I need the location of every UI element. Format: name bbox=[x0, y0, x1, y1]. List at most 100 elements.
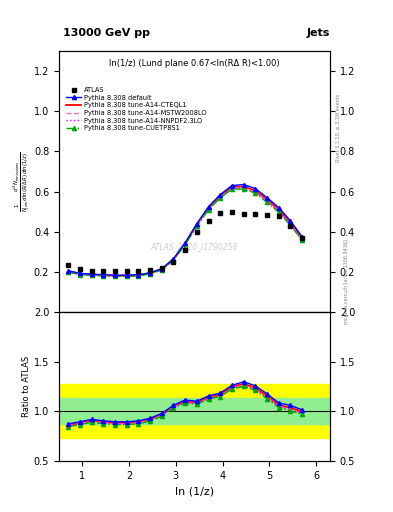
Pythia 8.308 default bbox=[206, 203, 211, 209]
Pythia 8.308 default bbox=[276, 204, 281, 210]
Pythia 8.308 tune-A14-CTEQL1 bbox=[218, 193, 222, 199]
ATLAS bbox=[171, 259, 176, 265]
Pythia 8.308 tune-A14-NNPDF2.3LO bbox=[113, 273, 118, 279]
ATLAS bbox=[288, 223, 293, 229]
Pythia 8.308 tune-A14-NNPDF2.3LO bbox=[125, 273, 129, 279]
Pythia 8.308 default bbox=[101, 272, 106, 278]
Pythia 8.308 default bbox=[148, 270, 152, 276]
Pythia 8.308 tune-A14-CTEQL1 bbox=[101, 272, 106, 278]
Pythia 8.308 default bbox=[241, 181, 246, 187]
Pythia 8.308 tune-A14-MSTW2008LO bbox=[171, 257, 176, 263]
Pythia 8.308 tune-A14-NNPDF2.3LO bbox=[206, 206, 211, 212]
ATLAS bbox=[264, 211, 269, 218]
ATLAS bbox=[183, 247, 187, 253]
Pythia 8.308 tune-A14-MSTW2008LO bbox=[218, 194, 222, 200]
Y-axis label: $\frac{1}{N_\mathrm{jets}}\frac{d^2 N_\mathrm{emissions}}{d\ln(R/\Delta R)\,d\ln: $\frac{1}{N_\mathrm{jets}}\frac{d^2 N_\m… bbox=[12, 152, 33, 212]
Text: Jets: Jets bbox=[307, 28, 330, 38]
Text: ln(1/z) (Lund plane 0.67<ln(RΔ R)<1.00): ln(1/z) (Lund plane 0.67<ln(RΔ R)<1.00) bbox=[109, 59, 280, 68]
Pythia 8.308 tune-A14-MSTW2008LO bbox=[276, 208, 281, 214]
Pythia 8.308 default bbox=[171, 255, 176, 262]
ATLAS bbox=[206, 218, 211, 224]
Pythia 8.308 tune-CUETP8S1 bbox=[206, 206, 211, 212]
Pythia 8.308 tune-A14-CTEQL1 bbox=[148, 270, 152, 276]
Pythia 8.308 tune-A14-MSTW2008LO bbox=[148, 270, 152, 276]
Pythia 8.308 tune-CUETP8S1 bbox=[276, 209, 281, 215]
Pythia 8.308 tune-A14-CTEQL1 bbox=[183, 241, 187, 247]
Pythia 8.308 tune-A14-CTEQL1 bbox=[113, 272, 118, 279]
Pythia 8.308 default bbox=[136, 272, 141, 278]
Pythia 8.308 tune-CUETP8S1 bbox=[78, 271, 83, 278]
ATLAS bbox=[89, 268, 94, 274]
Pythia 8.308 tune-A14-NNPDF2.3LO bbox=[89, 272, 94, 278]
Pythia 8.308 default bbox=[160, 266, 164, 272]
Pythia 8.308 tune-A14-CTEQL1 bbox=[66, 268, 71, 274]
Pythia 8.308 tune-CUETP8S1 bbox=[300, 237, 305, 243]
Line: ATLAS: ATLAS bbox=[66, 209, 305, 273]
Pythia 8.308 default bbox=[264, 195, 269, 201]
Legend: ATLAS, Pythia 8.308 default, Pythia 8.308 tune-A14-CTEQL1, Pythia 8.308 tune-A14: ATLAS, Pythia 8.308 default, Pythia 8.30… bbox=[65, 86, 208, 133]
Pythia 8.308 tune-CUETP8S1 bbox=[101, 273, 106, 279]
Pythia 8.308 default bbox=[125, 272, 129, 278]
Pythia 8.308 tune-A14-NNPDF2.3LO bbox=[136, 272, 141, 279]
Pythia 8.308 tune-A14-CTEQL1 bbox=[195, 222, 199, 228]
Pythia 8.308 tune-A14-MSTW2008LO bbox=[125, 273, 129, 279]
Pythia 8.308 tune-A14-MSTW2008LO bbox=[136, 272, 141, 279]
Pythia 8.308 tune-A14-CTEQL1 bbox=[136, 272, 141, 278]
Pythia 8.308 default bbox=[253, 185, 258, 191]
Pythia 8.308 tune-A14-CTEQL1 bbox=[253, 187, 258, 194]
ATLAS bbox=[136, 268, 141, 274]
ATLAS bbox=[241, 210, 246, 217]
Pythia 8.308 tune-A14-NNPDF2.3LO bbox=[264, 198, 269, 204]
Pythia 8.308 tune-CUETP8S1 bbox=[195, 223, 199, 229]
Pythia 8.308 tune-A14-NNPDF2.3LO bbox=[218, 194, 222, 200]
Pythia 8.308 default bbox=[288, 218, 293, 224]
Pythia 8.308 tune-CUETP8S1 bbox=[125, 273, 129, 280]
ATLAS bbox=[125, 268, 129, 274]
Pythia 8.308 default bbox=[113, 272, 118, 278]
Pythia 8.308 tune-CUETP8S1 bbox=[230, 186, 234, 192]
Pythia 8.308 tune-A14-MSTW2008LO bbox=[241, 185, 246, 191]
Pythia 8.308 tune-CUETP8S1 bbox=[66, 269, 71, 275]
ATLAS bbox=[101, 268, 106, 274]
Y-axis label: Ratio to ATLAS: Ratio to ATLAS bbox=[22, 356, 31, 417]
Pythia 8.308 tune-A14-NNPDF2.3LO bbox=[101, 272, 106, 279]
ATLAS bbox=[230, 208, 234, 215]
Pythia 8.308 tune-CUETP8S1 bbox=[171, 257, 176, 263]
Pythia 8.308 tune-A14-CTEQL1 bbox=[171, 256, 176, 262]
Text: ATLAS_2020_I1790256: ATLAS_2020_I1790256 bbox=[151, 242, 238, 251]
Pythia 8.308 tune-A14-CTEQL1 bbox=[264, 197, 269, 203]
Pythia 8.308 tune-A14-CTEQL1 bbox=[300, 235, 305, 241]
Pythia 8.308 tune-A14-NNPDF2.3LO bbox=[230, 185, 234, 191]
Pythia 8.308 tune-A14-MSTW2008LO bbox=[160, 266, 164, 272]
Pythia 8.308 tune-A14-MSTW2008LO bbox=[195, 223, 199, 229]
Pythia 8.308 tune-CUETP8S1 bbox=[113, 273, 118, 280]
Line: Pythia 8.308 tune-A14-CTEQL1: Pythia 8.308 tune-A14-CTEQL1 bbox=[68, 186, 302, 275]
Pythia 8.308 tune-A14-NNPDF2.3LO bbox=[195, 223, 199, 229]
Pythia 8.308 tune-A14-CTEQL1 bbox=[206, 205, 211, 211]
Pythia 8.308 tune-CUETP8S1 bbox=[183, 242, 187, 248]
ATLAS bbox=[218, 209, 222, 216]
Line: Pythia 8.308 tune-CUETP8S1: Pythia 8.308 tune-CUETP8S1 bbox=[66, 187, 304, 279]
Line: Pythia 8.308 tune-A14-NNPDF2.3LO: Pythia 8.308 tune-A14-NNPDF2.3LO bbox=[68, 188, 302, 276]
ATLAS bbox=[113, 268, 118, 274]
Pythia 8.308 tune-A14-NNPDF2.3LO bbox=[160, 266, 164, 272]
Pythia 8.308 tune-A14-CTEQL1 bbox=[288, 220, 293, 226]
Pythia 8.308 default bbox=[78, 270, 83, 276]
Pythia 8.308 tune-A14-CTEQL1 bbox=[160, 266, 164, 272]
ATLAS bbox=[78, 266, 83, 272]
Pythia 8.308 tune-A14-NNPDF2.3LO bbox=[300, 236, 305, 242]
Pythia 8.308 tune-A14-MSTW2008LO bbox=[230, 185, 234, 191]
Pythia 8.308 default bbox=[218, 191, 222, 198]
Text: mcplots.cern.ch [arXiv:1306.3436]: mcplots.cern.ch [arXiv:1306.3436] bbox=[344, 239, 349, 324]
ATLAS bbox=[148, 267, 152, 273]
Pythia 8.308 default bbox=[183, 240, 187, 246]
Pythia 8.308 tune-A14-NNPDF2.3LO bbox=[183, 241, 187, 247]
ATLAS bbox=[276, 212, 281, 219]
Pythia 8.308 tune-A14-CTEQL1 bbox=[230, 184, 234, 190]
Pythia 8.308 tune-A14-NNPDF2.3LO bbox=[78, 271, 83, 277]
Pythia 8.308 tune-A14-NNPDF2.3LO bbox=[288, 221, 293, 227]
Pythia 8.308 tune-A14-NNPDF2.3LO bbox=[171, 257, 176, 263]
Pythia 8.308 tune-A14-MSTW2008LO bbox=[253, 189, 258, 195]
Pythia 8.308 default bbox=[195, 221, 199, 227]
Pythia 8.308 tune-A14-MSTW2008LO bbox=[66, 269, 71, 275]
